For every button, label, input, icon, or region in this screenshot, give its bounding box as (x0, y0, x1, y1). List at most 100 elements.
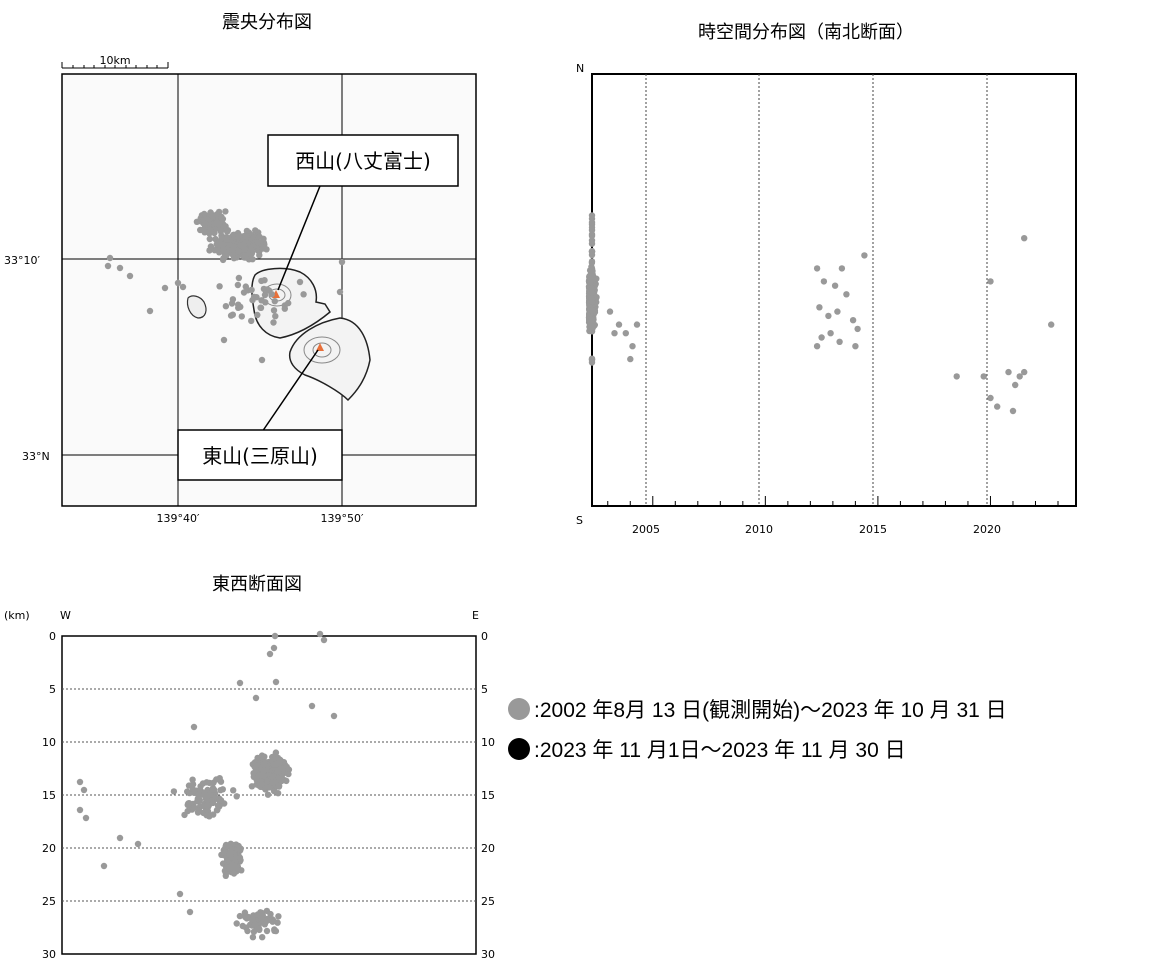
spacetime-point (588, 323, 596, 331)
map-point (201, 229, 208, 236)
map-point (146, 307, 154, 315)
spacetime-xtick-2015: 2015 (859, 523, 887, 536)
section-point (261, 760, 268, 767)
spacetime-point (987, 278, 994, 285)
map-point (216, 283, 223, 290)
section-point (320, 636, 328, 644)
spacetime-point (849, 317, 857, 324)
section-point (260, 767, 267, 774)
spacetime-point (633, 321, 641, 328)
map-point (179, 283, 187, 291)
spacetime-point (588, 251, 596, 259)
map-point (338, 258, 346, 266)
map-point (270, 319, 277, 326)
map-point (219, 242, 226, 249)
higashiyama-pointer (261, 349, 319, 433)
map-point (174, 279, 182, 287)
section-point (277, 775, 285, 782)
section-ytick-right: 10 (481, 736, 495, 749)
spacetime-point (1005, 368, 1012, 376)
spacetime-point (588, 359, 596, 366)
section-point (272, 927, 280, 935)
section-point (283, 777, 290, 785)
map-point (241, 246, 248, 253)
spacetime-n-label: N (576, 62, 584, 75)
map-point (224, 227, 232, 234)
section-point (238, 867, 245, 874)
spacetime-point (588, 212, 596, 219)
spacetime-point (838, 265, 846, 272)
section-point (308, 702, 316, 710)
section-ytick-left: 15 (42, 789, 56, 802)
legend-item-past: :2002 年8月 13 日(観測開始)～2023 年 10 月 31 日 (508, 694, 1007, 724)
map-point (256, 233, 263, 240)
spacetime-point (843, 291, 850, 298)
spacetime-point (836, 338, 843, 345)
lat-label-1: 33°10′ (4, 254, 40, 267)
section-point (263, 927, 271, 935)
spacetime-point (588, 307, 596, 314)
section-point (195, 807, 203, 814)
spacetime-point (987, 394, 994, 402)
section-e-label: E (472, 609, 479, 622)
section-point (209, 799, 217, 807)
legend-text-current: :2023 年 11 月1日～2023 年 11 月 30 日 (534, 739, 906, 762)
map-point (201, 220, 209, 227)
section-point (257, 914, 265, 921)
spacetime-point (588, 274, 596, 281)
section-point (330, 712, 338, 720)
island-small (186, 295, 207, 319)
lon-label-2: 139°50′ (321, 512, 364, 525)
section-point (274, 767, 281, 775)
map-point (258, 356, 266, 364)
map-point (261, 291, 269, 299)
spacetime-point (825, 312, 832, 320)
section-depth-grid (62, 688, 476, 902)
section-point (100, 862, 108, 870)
map-point (242, 233, 249, 240)
section-ytick-left: 20 (42, 842, 56, 855)
section-point (185, 800, 193, 807)
section-point (239, 922, 246, 930)
spacetime-point (818, 334, 825, 341)
section-point (176, 890, 184, 898)
higashiyama-contour-2 (312, 342, 332, 358)
map-point (248, 317, 255, 325)
section-point (190, 723, 198, 731)
higashiyama-contour (303, 336, 341, 364)
map-point (235, 248, 242, 255)
spacetime-point (854, 325, 861, 333)
spacetime-point (831, 282, 839, 289)
map-point (257, 304, 265, 311)
spacetime-point (834, 308, 841, 315)
section-ytick-left: 30 (42, 948, 56, 961)
spacetime-point (627, 355, 634, 363)
spacetime-xtick-2010: 2010 (745, 523, 773, 536)
map-point (213, 240, 220, 248)
section-point (210, 811, 217, 818)
section-point (82, 814, 90, 822)
section-point (204, 801, 211, 809)
section-point (259, 934, 266, 941)
map-point (237, 242, 244, 249)
section-point (194, 795, 201, 802)
section-point (209, 786, 216, 793)
spacetime-point (816, 304, 823, 311)
section-point (261, 921, 268, 928)
legend-text-past: :2002 年8月 13 日(観測開始)～2023 年 10 月 31 日 (534, 699, 1007, 722)
section-point (249, 934, 257, 941)
section-point (275, 913, 282, 920)
spacetime-point (852, 343, 859, 350)
section-point (80, 786, 88, 794)
spacetime-title: 時空間分布図（南北断面） (698, 22, 914, 43)
spacetime-point (1012, 381, 1019, 389)
map-point (229, 251, 236, 258)
map-point (254, 311, 261, 319)
scale-bar: 10km (61, 54, 169, 69)
section-point (270, 644, 278, 652)
spacetime-frame (591, 73, 1077, 507)
section-point (269, 779, 276, 786)
section-point (203, 812, 210, 819)
section-point (274, 790, 282, 797)
